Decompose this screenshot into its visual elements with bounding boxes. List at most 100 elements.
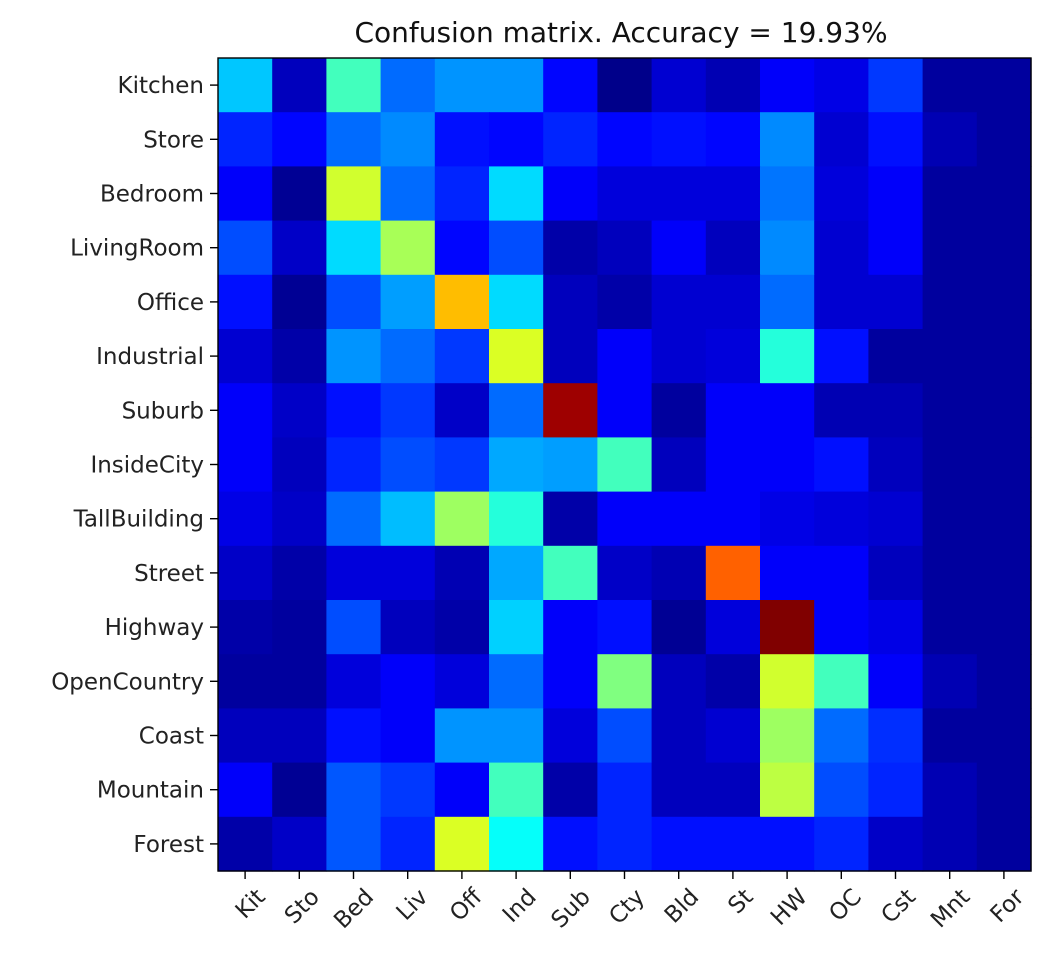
heatmap-cell bbox=[489, 437, 544, 493]
x-tick-label: Mnt bbox=[926, 884, 975, 933]
heatmap-cell bbox=[597, 816, 653, 872]
heatmap-cell bbox=[868, 166, 924, 222]
heatmap-cell bbox=[434, 545, 490, 601]
heatmap-cell bbox=[434, 491, 490, 547]
heatmap-cell bbox=[434, 166, 490, 222]
heatmap-cell bbox=[218, 491, 273, 547]
heatmap-cell bbox=[976, 762, 1032, 818]
heatmap-cell bbox=[597, 437, 653, 493]
y-tick-label: InsideCity bbox=[90, 453, 204, 479]
heatmap-cell bbox=[976, 600, 1032, 655]
heatmap-cell bbox=[760, 274, 815, 330]
heatmap-cell bbox=[272, 600, 327, 655]
heatmap-cell bbox=[922, 600, 978, 655]
heatmap-cell bbox=[868, 383, 924, 438]
heatmap-cell bbox=[760, 112, 815, 167]
x-tick-label: Sub bbox=[547, 884, 596, 933]
heatmap-cell bbox=[489, 329, 544, 384]
heatmap-cell bbox=[868, 58, 924, 113]
heatmap-cell bbox=[218, 762, 273, 818]
x-tick-label: Kit bbox=[231, 884, 271, 924]
heatmap-cell bbox=[814, 220, 869, 276]
heatmap-cell bbox=[272, 58, 327, 113]
heatmap-cell bbox=[272, 654, 327, 709]
heatmap-cell bbox=[814, 708, 869, 764]
heatmap-cell bbox=[922, 762, 978, 818]
heatmap-cell bbox=[976, 654, 1032, 709]
heatmap-cell bbox=[868, 274, 924, 330]
heatmap-cell bbox=[814, 329, 869, 384]
heatmap-cell bbox=[543, 383, 598, 438]
heatmap-cell bbox=[380, 708, 436, 764]
heatmap-cell bbox=[976, 816, 1032, 872]
heatmap-cell bbox=[543, 274, 598, 330]
heatmap-cell bbox=[326, 600, 382, 655]
heatmap-cell bbox=[326, 112, 382, 167]
heatmap-cell bbox=[814, 274, 869, 330]
heatmap-cell bbox=[434, 383, 490, 438]
heatmap-cell bbox=[705, 437, 761, 493]
heatmap-cell bbox=[489, 762, 544, 818]
heatmap-cell bbox=[543, 220, 598, 276]
heatmap-cell bbox=[326, 274, 382, 330]
x-tick-label: Bld bbox=[660, 884, 704, 928]
y-axis: Kitchen Store Bedroom LivingRoom Office Indus… bbox=[51, 73, 218, 858]
heatmap-cell bbox=[814, 166, 869, 222]
y-tick-label: Forest bbox=[133, 832, 204, 858]
heatmap-cell bbox=[976, 545, 1032, 601]
heatmap-cell bbox=[326, 654, 382, 709]
heatmap-cell bbox=[272, 112, 327, 167]
heatmap-cell bbox=[380, 329, 436, 384]
x-tick-label: Off bbox=[445, 883, 488, 926]
heatmap-cell bbox=[326, 491, 382, 547]
heatmap-cell bbox=[922, 437, 978, 493]
heatmap-cell bbox=[434, 112, 490, 167]
heatmap-cell bbox=[380, 166, 436, 222]
x-tick-label: Cst bbox=[876, 884, 921, 929]
heatmap-cell bbox=[814, 437, 869, 493]
heatmap-cell bbox=[651, 491, 707, 547]
heatmap-cell bbox=[489, 274, 544, 330]
heatmap-cell bbox=[326, 329, 382, 384]
y-tick-label: LivingRoom bbox=[70, 236, 204, 262]
heatmap-cell bbox=[272, 383, 327, 438]
y-tick-label: Mountain bbox=[97, 778, 204, 804]
heatmap-cell bbox=[976, 383, 1032, 438]
heatmap-cell bbox=[705, 600, 761, 655]
y-tick-label: Suburb bbox=[122, 398, 204, 424]
heatmap-cell bbox=[814, 600, 869, 655]
y-tick-label: Store bbox=[143, 127, 204, 153]
heatmap-cell bbox=[380, 437, 436, 493]
heatmap-cell bbox=[434, 762, 490, 818]
heatmap-cell bbox=[651, 274, 707, 330]
heatmap-cell bbox=[543, 816, 598, 872]
y-tick-label: Coast bbox=[139, 724, 204, 750]
heatmap-cell bbox=[705, 329, 761, 384]
heatmap-cell bbox=[380, 58, 436, 113]
heatmap-cell bbox=[814, 491, 869, 547]
heatmap-cell bbox=[543, 166, 598, 222]
heatmap-cell bbox=[868, 491, 924, 547]
heatmap-cell bbox=[218, 274, 273, 330]
heatmap-cell bbox=[326, 166, 382, 222]
heatmap-cell bbox=[760, 383, 815, 438]
y-tick-label: Industrial bbox=[96, 344, 204, 370]
heatmap-cell bbox=[814, 654, 869, 709]
x-tick-label: HW bbox=[766, 884, 813, 931]
heatmap-cell bbox=[326, 437, 382, 493]
y-tick-label: Kitchen bbox=[118, 73, 204, 99]
heatmap-cell bbox=[760, 58, 815, 113]
heatmap-cell bbox=[380, 762, 436, 818]
heatmap-cell bbox=[218, 654, 273, 709]
heatmap-cell bbox=[922, 329, 978, 384]
heatmap-cell bbox=[651, 112, 707, 167]
heatmap-cell bbox=[218, 600, 273, 655]
heatmap-cell bbox=[922, 166, 978, 222]
heatmap-cell bbox=[922, 491, 978, 547]
heatmap-cell bbox=[272, 437, 327, 493]
heatmap-cell bbox=[272, 220, 327, 276]
heatmap-cell bbox=[489, 545, 544, 601]
heatmap-cell bbox=[218, 545, 273, 601]
heatmap-cell bbox=[597, 708, 653, 764]
heatmap-cell bbox=[922, 545, 978, 601]
